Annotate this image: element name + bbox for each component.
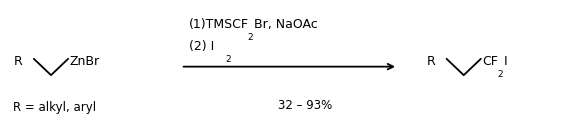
Text: (1)TMSCF: (1)TMSCF xyxy=(189,18,249,31)
Text: R: R xyxy=(13,55,22,68)
Text: 2: 2 xyxy=(247,33,253,42)
Text: 2: 2 xyxy=(226,55,231,64)
Text: Br, NaOAc: Br, NaOAc xyxy=(254,18,317,31)
Text: 32 – 93%: 32 – 93% xyxy=(278,99,332,112)
Text: R = alkyl, aryl: R = alkyl, aryl xyxy=(13,101,96,114)
Text: ZnBr: ZnBr xyxy=(69,55,99,68)
Text: I: I xyxy=(504,55,508,68)
Text: 2: 2 xyxy=(497,70,503,79)
Text: CF: CF xyxy=(482,55,499,68)
Text: (2) I: (2) I xyxy=(189,40,214,53)
Text: R: R xyxy=(426,55,435,68)
